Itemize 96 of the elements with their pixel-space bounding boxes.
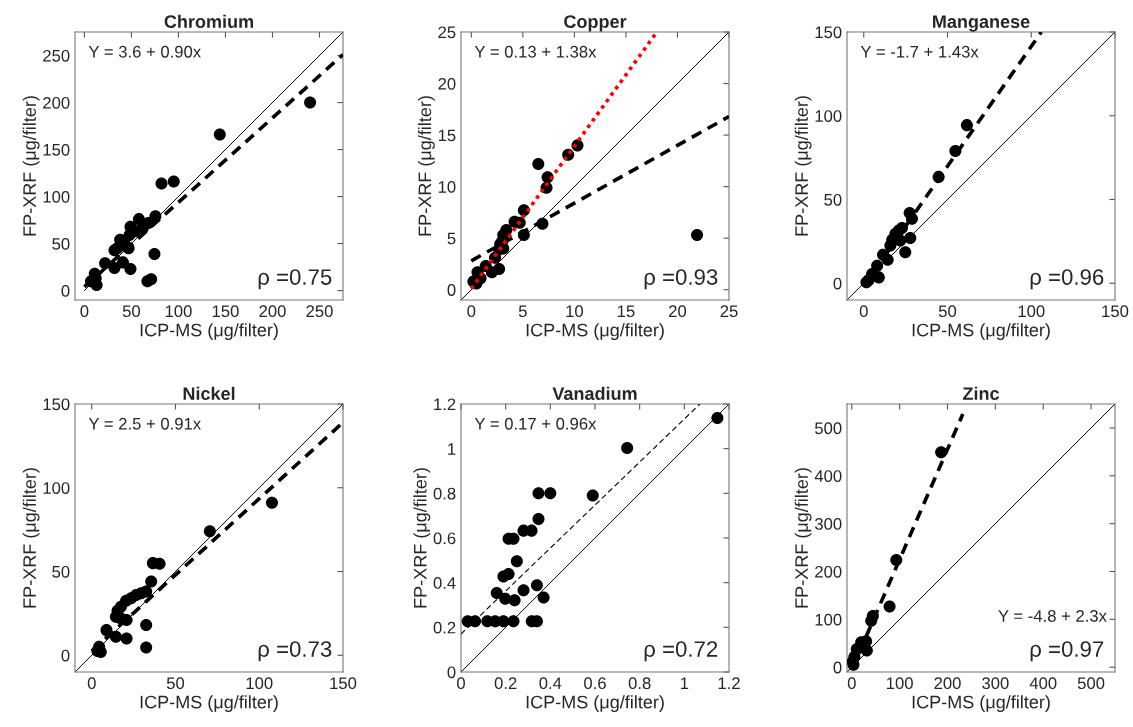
x-tick-label: 0 xyxy=(859,305,868,318)
x-tick-label: 0.2 xyxy=(494,677,517,690)
annotation: ρ =0.72 xyxy=(644,641,718,662)
y-tick-label: 150 xyxy=(43,398,70,411)
x-tick-label: 300 xyxy=(982,677,1009,690)
y-tick-label: 500 xyxy=(815,422,842,435)
y-tick-label: 0 xyxy=(833,661,842,674)
x-tick-label: 150 xyxy=(330,677,357,690)
annotation: ρ =0.75 xyxy=(258,269,332,290)
y-tick-label: 5 xyxy=(447,232,456,245)
y-tick-label: 1.2 xyxy=(434,398,456,411)
y-tick-label: 0.6 xyxy=(433,532,456,545)
x-tick-label: 250 xyxy=(306,305,333,318)
annotation: Y = 0.13 + 1.38x xyxy=(474,45,597,58)
y-tick-label: 10 xyxy=(438,181,456,193)
x-tick-label: 100 xyxy=(165,305,192,318)
y-tick-label: 250 xyxy=(43,49,70,62)
y-tick-label: 100 xyxy=(815,110,842,122)
x-axis-title: ICP-MS (μg/filter) xyxy=(526,323,664,341)
annotation: ρ =0.97 xyxy=(1030,641,1104,662)
chart-title: Manganese xyxy=(933,15,1030,32)
x-axis-title: ICP-MS (μg/filter) xyxy=(912,695,1050,713)
x-tick-label: 0 xyxy=(847,677,856,690)
annotation: Y = -1.7 + 1.43x xyxy=(860,45,979,58)
y-axis-title: FP-XRF (μg/filter) xyxy=(417,96,435,236)
y-axis-title: FP-XRF (μg/filter) xyxy=(22,96,40,236)
x-tick-label: 150 xyxy=(1102,305,1129,318)
x-axis-title: ICP-MS (μg/filter) xyxy=(140,323,278,341)
annotation: Y = -4.8 + 2.3x xyxy=(998,610,1107,622)
x-tick-label: 1 xyxy=(680,677,689,689)
x-tick-label: 10 xyxy=(566,305,583,318)
annotation: ρ =0.96 xyxy=(1030,269,1104,290)
x-axis-title: ICP-MS (μg/filter) xyxy=(526,695,664,713)
x-tick-label: 0.8 xyxy=(628,677,651,690)
y-tick-label: 1 xyxy=(448,443,456,455)
x-axis-title: ICP-MS (μg/filter) xyxy=(912,323,1050,341)
x-tick-label: 50 xyxy=(122,305,141,318)
y-tick-label: 100 xyxy=(43,190,70,203)
y-axis-title: FP-XRF (μg/filter) xyxy=(22,468,40,608)
x-tick-label: 100 xyxy=(246,677,273,690)
x-tick-label: 150 xyxy=(212,305,239,318)
x-tick-label: 0.6 xyxy=(584,677,606,690)
y-tick-label: 50 xyxy=(824,193,842,206)
x-tick-label: 20 xyxy=(669,305,687,318)
y-tick-label: 150 xyxy=(815,26,842,39)
y-tick-label: 150 xyxy=(43,143,70,156)
y-tick-label: 0.2 xyxy=(433,621,456,634)
y-tick-label: 0.4 xyxy=(433,577,456,589)
x-tick-label: 400 xyxy=(1029,677,1057,690)
x-tick-label: 50 xyxy=(938,305,957,318)
annotation: Y = 0.17 + 0.96x xyxy=(474,417,597,430)
annotation: Y = 3.6 + 0.90x xyxy=(88,45,201,58)
chart-title: Copper xyxy=(564,15,627,32)
chart-title: Nickel xyxy=(183,386,235,401)
annotation: ρ =0.73 xyxy=(258,641,332,662)
y-tick-label: 100 xyxy=(815,613,842,626)
annotation: ρ =0.93 xyxy=(644,269,718,290)
y-tick-label: 0 xyxy=(447,666,456,679)
x-tick-label: 500 xyxy=(1077,677,1105,690)
x-tick-label: 25 xyxy=(720,305,738,318)
x-tick-label: 15 xyxy=(617,305,635,318)
x-tick-label: 50 xyxy=(166,677,185,690)
y-tick-label: 0 xyxy=(61,649,70,662)
y-tick-label: 200 xyxy=(815,565,842,578)
y-tick-label: 20 xyxy=(438,77,456,90)
y-tick-label: 100 xyxy=(43,482,70,494)
y-tick-label: 0 xyxy=(833,277,842,290)
y-tick-label: 50 xyxy=(52,565,70,578)
x-tick-label: 0 xyxy=(457,677,465,690)
y-tick-label: 15 xyxy=(438,129,456,142)
x-tick-label: 5 xyxy=(518,305,527,318)
x-tick-label: 200 xyxy=(934,677,961,690)
chart-title: Vanadium xyxy=(552,386,637,401)
chart-title: Zinc xyxy=(962,386,1000,401)
y-tick-label: 0 xyxy=(61,285,70,297)
y-tick-label: 200 xyxy=(43,96,70,109)
annotation: Y = 2.5 + 0.91x xyxy=(88,417,201,430)
y-tick-label: 300 xyxy=(814,518,842,530)
x-axis-title: ICP-MS (μg/filter) xyxy=(140,695,278,713)
y-tick-label: 0 xyxy=(447,284,456,296)
x-tick-label: 0.4 xyxy=(539,677,562,690)
y-tick-label: 25 xyxy=(438,26,456,39)
y-axis-title: FP-XRF (μg/filter) xyxy=(794,468,812,608)
y-tick-label: 0.8 xyxy=(433,487,456,500)
x-tick-label: 100 xyxy=(1018,305,1045,318)
y-axis-title: FP-XRF (μg/filter) xyxy=(794,96,812,236)
x-tick-label: 0 xyxy=(87,677,96,690)
chart-title: Chromium xyxy=(164,14,254,29)
y-tick-label: 400 xyxy=(814,470,842,482)
y-axis-title: FP-XRF (μg/filter) xyxy=(413,468,431,608)
y-tick-label: 50 xyxy=(52,237,70,250)
x-tick-label: 0 xyxy=(80,305,89,318)
x-tick-label: 200 xyxy=(259,305,286,318)
x-tick-label: 100 xyxy=(887,677,913,690)
x-tick-label: 1.2 xyxy=(718,677,740,689)
x-tick-label: 0 xyxy=(467,305,476,318)
